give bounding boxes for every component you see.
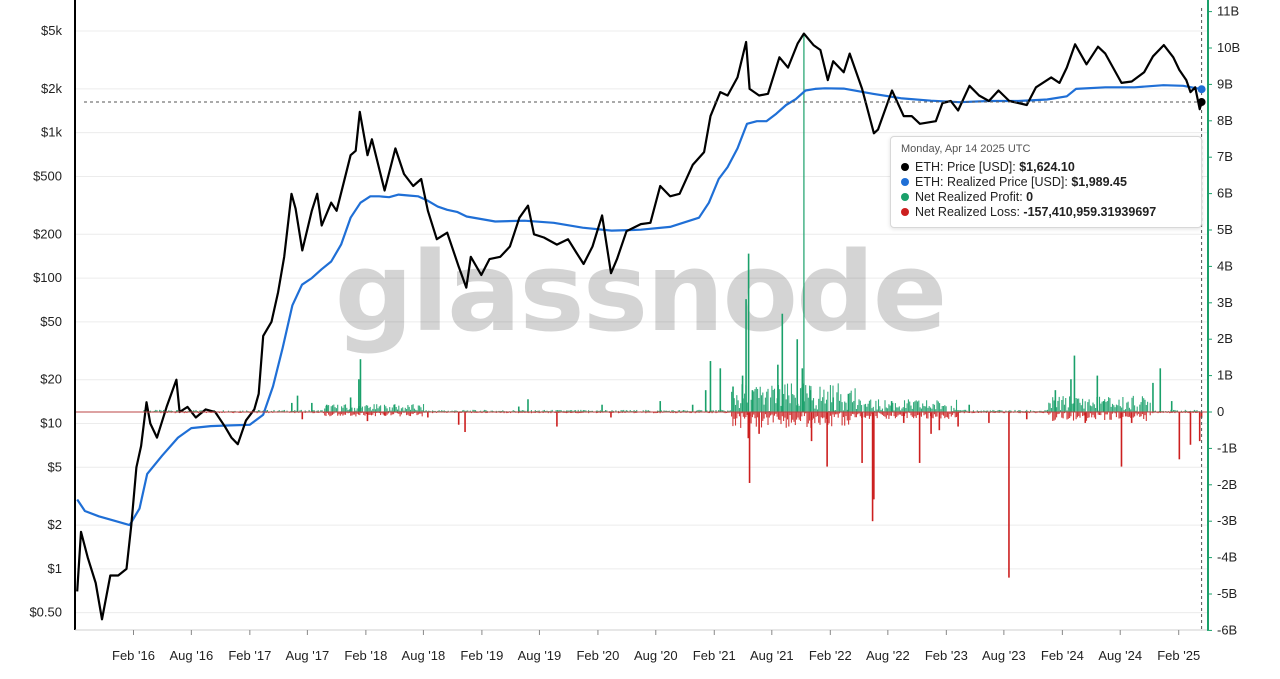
x-tick-6: Feb '19 xyxy=(460,648,503,663)
left-axis-ticks: $0.50 $1 $2 $5 $10 $20 $50 $100 $200 $500 $1k $2k $5… xyxy=(29,23,62,620)
tooltip-dot-realized-loss xyxy=(901,207,909,216)
y-left-tick-0: $0.50 xyxy=(29,605,62,620)
y-left-tick-7: $100 xyxy=(33,270,62,285)
y-left-tick-4: $10 xyxy=(40,415,62,430)
y-left-tick-11: $2k xyxy=(41,81,62,96)
hover-dot-price xyxy=(1197,98,1206,107)
y-right-tick-3: -3B xyxy=(1217,513,1237,528)
tooltip-value-price: $1,624.10 xyxy=(1019,160,1075,174)
realized-price-line xyxy=(76,84,1202,527)
x-tick-18: Feb '25 xyxy=(1157,648,1200,663)
y-left-tick-10: $1k xyxy=(41,125,62,140)
x-tick-5: Aug '18 xyxy=(402,648,446,663)
tooltip-label-realized-profit: Net Realized Profit: xyxy=(915,190,1023,204)
y-right-tick-7: 1B xyxy=(1217,368,1233,383)
y-right-tick-9: 3B xyxy=(1217,295,1233,310)
tooltip-row-realized-loss: Net Realized Loss: -157,410,959.31939697 xyxy=(901,205,1191,220)
tooltip-date: Monday, Apr 14 2025 UTC xyxy=(901,143,1031,155)
y-left-tick-9: $500 xyxy=(33,168,62,183)
y-right-tick-1: -5B xyxy=(1217,586,1237,601)
x-tick-15: Aug '23 xyxy=(982,648,1026,663)
y-right-tick-10: 4B xyxy=(1217,258,1233,273)
tooltip-value-realized-loss: -157,410,959.31939697 xyxy=(1023,205,1157,219)
tooltip-row-price: ETH: Price [USD]: $1,624.10 xyxy=(901,160,1191,175)
tooltip-dot-realized-price xyxy=(901,177,909,186)
eth-price-line xyxy=(76,32,1203,621)
hover-tooltip: Monday, Apr 14 2025 UTC ETH: Price [USD]… xyxy=(890,136,1202,228)
x-tick-3: Aug '17 xyxy=(286,648,330,663)
price-lines xyxy=(76,32,1203,621)
tooltip-label-realized-loss: Net Realized Loss: xyxy=(915,205,1020,219)
tooltip-label-realized-price: ETH: Realized Price [USD]: xyxy=(915,175,1068,189)
x-tick-0: Feb '16 xyxy=(112,648,155,663)
y-right-tick-12: 6B xyxy=(1217,186,1233,201)
y-right-tick-13: 7B xyxy=(1217,149,1233,164)
x-tick-2: Feb '17 xyxy=(228,648,271,663)
y-left-tick-8: $200 xyxy=(33,226,62,241)
y-left-tick-5: $20 xyxy=(40,372,62,387)
tooltip-value-realized-profit: 0 xyxy=(1026,190,1034,204)
y-right-tick-17: 11B xyxy=(1217,4,1239,19)
x-tick-9: Aug '20 xyxy=(634,648,678,663)
hover-crosshair xyxy=(84,8,1206,630)
x-tick-16: Feb '24 xyxy=(1041,648,1084,663)
tooltip-dot-realized-profit xyxy=(901,192,909,201)
tooltip-value-realized-price: $1,989.45 xyxy=(1071,175,1127,189)
x-tick-8: Feb '20 xyxy=(576,648,619,663)
x-tick-14: Feb '23 xyxy=(925,648,968,663)
y-right-tick-8: 2B xyxy=(1217,331,1233,346)
y-right-tick-0: -6B xyxy=(1217,622,1237,637)
y-left-tick-12: $5k xyxy=(41,23,62,38)
y-left-tick-1: $1 xyxy=(48,561,62,576)
y-right-tick-4: -2B xyxy=(1217,477,1237,492)
x-axis-ticks: Feb '16 Aug '16 Feb '17 Aug '17 Feb '18 Aug '… xyxy=(112,630,1200,663)
y-left-tick-3: $5 xyxy=(48,459,62,474)
right-axis-ticks: -6B -5B -4B -3B -2B -1B 0 1B 2B 3B 4B 5B 6B 7B 8B 9B 10B… xyxy=(1207,4,1240,637)
y-right-tick-5: -1B xyxy=(1217,440,1237,455)
x-tick-13: Aug '22 xyxy=(866,648,910,663)
tooltip-row-realized-price: ETH: Realized Price [USD]: $1,989.45 xyxy=(901,175,1191,190)
y-left-tick-6: $50 xyxy=(40,314,62,329)
x-tick-4: Feb '18 xyxy=(344,648,387,663)
y-right-tick-15: 9B xyxy=(1217,76,1233,91)
x-tick-12: Feb '22 xyxy=(809,648,852,663)
y-right-tick-6: 0 xyxy=(1217,404,1224,419)
y-left-tick-2: $2 xyxy=(48,517,62,532)
hover-dot-realized-price xyxy=(1197,85,1206,94)
tooltip-label-price: ETH: Price [USD]: xyxy=(915,160,1016,174)
y-right-tick-14: 8B xyxy=(1217,113,1233,128)
tooltip-dot-price xyxy=(901,162,909,171)
x-tick-17: Aug '24 xyxy=(1098,648,1142,663)
x-tick-7: Aug '19 xyxy=(518,648,562,663)
x-tick-10: Feb '21 xyxy=(693,648,736,663)
tooltip-row-realized-profit: Net Realized Profit: 0 xyxy=(901,190,1191,205)
x-tick-1: Aug '16 xyxy=(170,648,214,663)
y-right-tick-11: 5B xyxy=(1217,222,1233,237)
watermark: glassnode xyxy=(335,228,946,356)
axes xyxy=(74,0,1209,631)
y-right-tick-2: -4B xyxy=(1217,550,1237,565)
x-tick-11: Aug '21 xyxy=(750,648,794,663)
y-right-tick-16: 10B xyxy=(1217,40,1240,55)
